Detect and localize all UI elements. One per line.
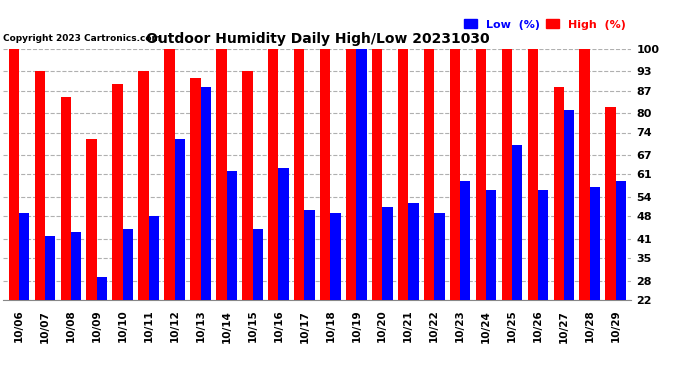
Bar <box>356 49 366 371</box>
Bar <box>528 49 538 371</box>
Bar <box>139 71 149 371</box>
Legend: Low  (%), High  (%): Low (%), High (%) <box>464 19 626 30</box>
Bar <box>460 181 471 371</box>
Bar <box>86 139 97 371</box>
Bar <box>502 49 512 371</box>
Bar <box>590 187 600 371</box>
Bar <box>71 232 81 371</box>
Bar <box>398 49 408 371</box>
Bar <box>580 49 590 371</box>
Bar <box>553 87 564 371</box>
Bar <box>97 278 107 371</box>
Bar <box>34 71 45 371</box>
Text: Copyright 2023 Cartronics.com: Copyright 2023 Cartronics.com <box>3 34 161 43</box>
Bar <box>408 203 419 371</box>
Bar <box>112 84 123 371</box>
Bar <box>346 49 356 371</box>
Bar <box>512 146 522 371</box>
Bar <box>190 78 201 371</box>
Bar <box>434 213 444 371</box>
Bar <box>242 71 253 371</box>
Bar <box>450 49 460 371</box>
Title: Outdoor Humidity Daily High/Low 20231030: Outdoor Humidity Daily High/Low 20231030 <box>146 32 489 46</box>
Bar <box>615 181 626 371</box>
Bar <box>61 97 71 371</box>
Bar <box>605 107 615 371</box>
Bar <box>45 236 55 371</box>
Bar <box>164 49 175 371</box>
Bar <box>304 210 315 371</box>
Bar <box>19 213 30 371</box>
Bar <box>372 49 382 371</box>
Bar <box>475 49 486 371</box>
Bar <box>331 213 341 371</box>
Bar <box>320 49 331 371</box>
Bar <box>123 229 133 371</box>
Bar <box>201 87 211 371</box>
Bar <box>216 49 226 371</box>
Bar <box>486 190 496 371</box>
Bar <box>9 49 19 371</box>
Bar <box>564 110 574 371</box>
Bar <box>268 49 279 371</box>
Bar <box>226 171 237 371</box>
Bar <box>538 190 549 371</box>
Bar <box>424 49 434 371</box>
Bar <box>253 229 263 371</box>
Bar <box>175 139 185 371</box>
Bar <box>279 168 289 371</box>
Bar <box>149 216 159 371</box>
Bar <box>382 207 393 371</box>
Bar <box>294 49 304 371</box>
